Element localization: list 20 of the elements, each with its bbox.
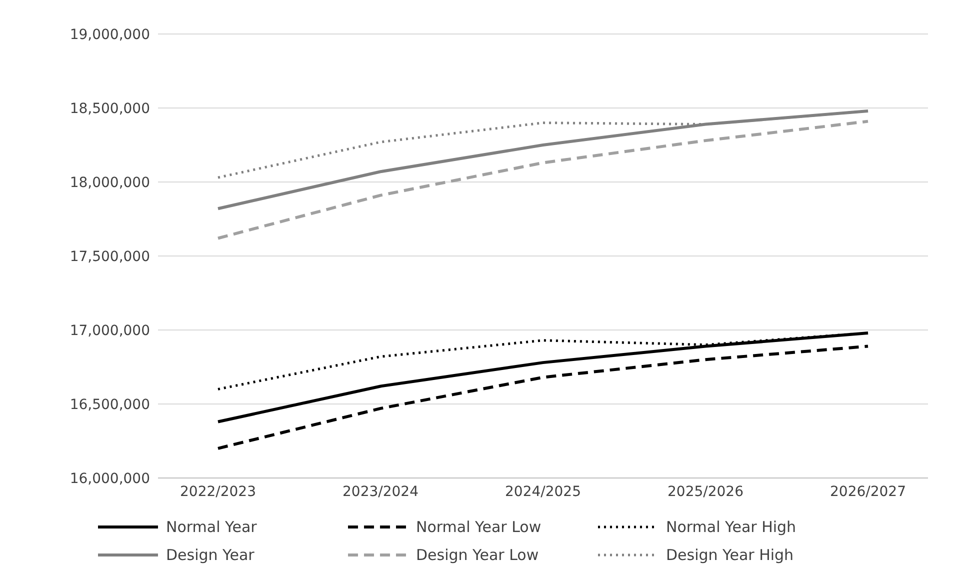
legend-label: Design Year Low [416,546,539,564]
x-tick-label: 2026/2027 [830,484,906,500]
legend-label: Normal Year [166,518,257,536]
y-tick-label: 18,000,000 [70,174,150,191]
legend-label: Design Year High [666,546,794,564]
y-tick-label: 16,000,000 [70,470,150,487]
x-tick-label: 2025/2026 [668,484,744,500]
x-tick-label: 2023/2024 [342,484,419,500]
x-tick-label: 2024/2025 [505,484,581,500]
y-tick-label: 16,500,000 [70,396,150,413]
y-tick-label: 17,000,000 [70,322,150,339]
y-tick-label: 19,000,000 [70,26,150,43]
line-series [216,344,870,450]
legend-label: Normal Year High [666,518,796,536]
line-series [216,120,870,240]
legend-label: Normal Year Low [416,518,542,536]
y-tick-label: 17,500,000 [70,248,150,265]
y-tick-label: 18,500,000 [70,100,150,117]
legend-label: Design Year [166,546,254,564]
x-tick-label: 2022/2023 [180,484,256,500]
